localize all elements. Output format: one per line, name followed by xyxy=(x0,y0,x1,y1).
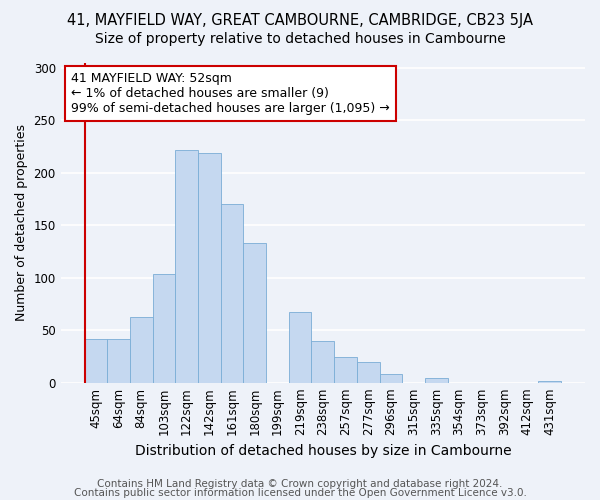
Bar xyxy=(175,150,198,382)
Bar xyxy=(85,338,107,382)
Text: Size of property relative to detached houses in Cambourne: Size of property relative to detached ho… xyxy=(95,32,505,46)
X-axis label: Distribution of detached houses by size in Cambourne: Distribution of detached houses by size … xyxy=(134,444,511,458)
Bar xyxy=(107,338,130,382)
Bar xyxy=(244,243,266,382)
Text: 41 MAYFIELD WAY: 52sqm
← 1% of detached houses are smaller (9)
99% of semi-detac: 41 MAYFIELD WAY: 52sqm ← 1% of detached … xyxy=(71,72,390,115)
Bar xyxy=(538,380,561,382)
Bar xyxy=(311,340,334,382)
Bar xyxy=(425,378,448,382)
Bar xyxy=(289,312,311,382)
Bar xyxy=(221,204,244,382)
Y-axis label: Number of detached properties: Number of detached properties xyxy=(15,124,28,321)
Bar xyxy=(152,274,175,382)
Bar xyxy=(130,316,152,382)
Bar xyxy=(357,362,380,382)
Text: Contains HM Land Registry data © Crown copyright and database right 2024.: Contains HM Land Registry data © Crown c… xyxy=(97,479,503,489)
Bar xyxy=(334,358,357,382)
Text: Contains public sector information licensed under the Open Government Licence v3: Contains public sector information licen… xyxy=(74,488,526,498)
Text: 41, MAYFIELD WAY, GREAT CAMBOURNE, CAMBRIDGE, CB23 5JA: 41, MAYFIELD WAY, GREAT CAMBOURNE, CAMBR… xyxy=(67,12,533,28)
Bar xyxy=(380,374,402,382)
Bar xyxy=(198,153,221,382)
